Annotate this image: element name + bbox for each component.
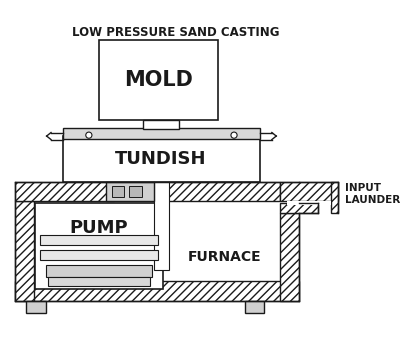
Circle shape [86, 132, 92, 138]
Bar [15, 182, 114, 201]
Text: PUMP: PUMP [69, 219, 128, 237]
Bar [63, 128, 260, 139]
Bar [15, 201, 34, 301]
Bar [100, 40, 218, 120]
Bar [34, 201, 280, 281]
Bar [26, 301, 46, 313]
Bar [144, 120, 180, 129]
Bar [112, 186, 124, 197]
Bar [40, 249, 158, 260]
Bar [46, 265, 152, 277]
Circle shape [231, 132, 237, 138]
Text: TUNDISH: TUNDISH [115, 150, 207, 168]
Bar [15, 281, 299, 301]
Bar [287, 201, 331, 205]
Text: MOLD: MOLD [124, 70, 193, 90]
Bar [154, 182, 169, 270]
Bar [331, 182, 338, 212]
Bar [280, 182, 338, 201]
Text: INPUT
LAUNDER: INPUT LAUNDER [345, 183, 400, 205]
Bar [280, 212, 299, 301]
Bar [129, 186, 142, 197]
Text: FURNACE: FURNACE [188, 249, 261, 264]
Text: LOW PRESSURE SAND CASTING: LOW PRESSURE SAND CASTING [72, 26, 280, 39]
Bar [63, 136, 260, 182]
Bar [244, 301, 264, 313]
Bar [48, 277, 150, 285]
Bar [35, 203, 163, 289]
Bar [106, 182, 154, 201]
Bar [167, 182, 280, 201]
Bar [40, 235, 158, 245]
Bar [280, 203, 318, 212]
